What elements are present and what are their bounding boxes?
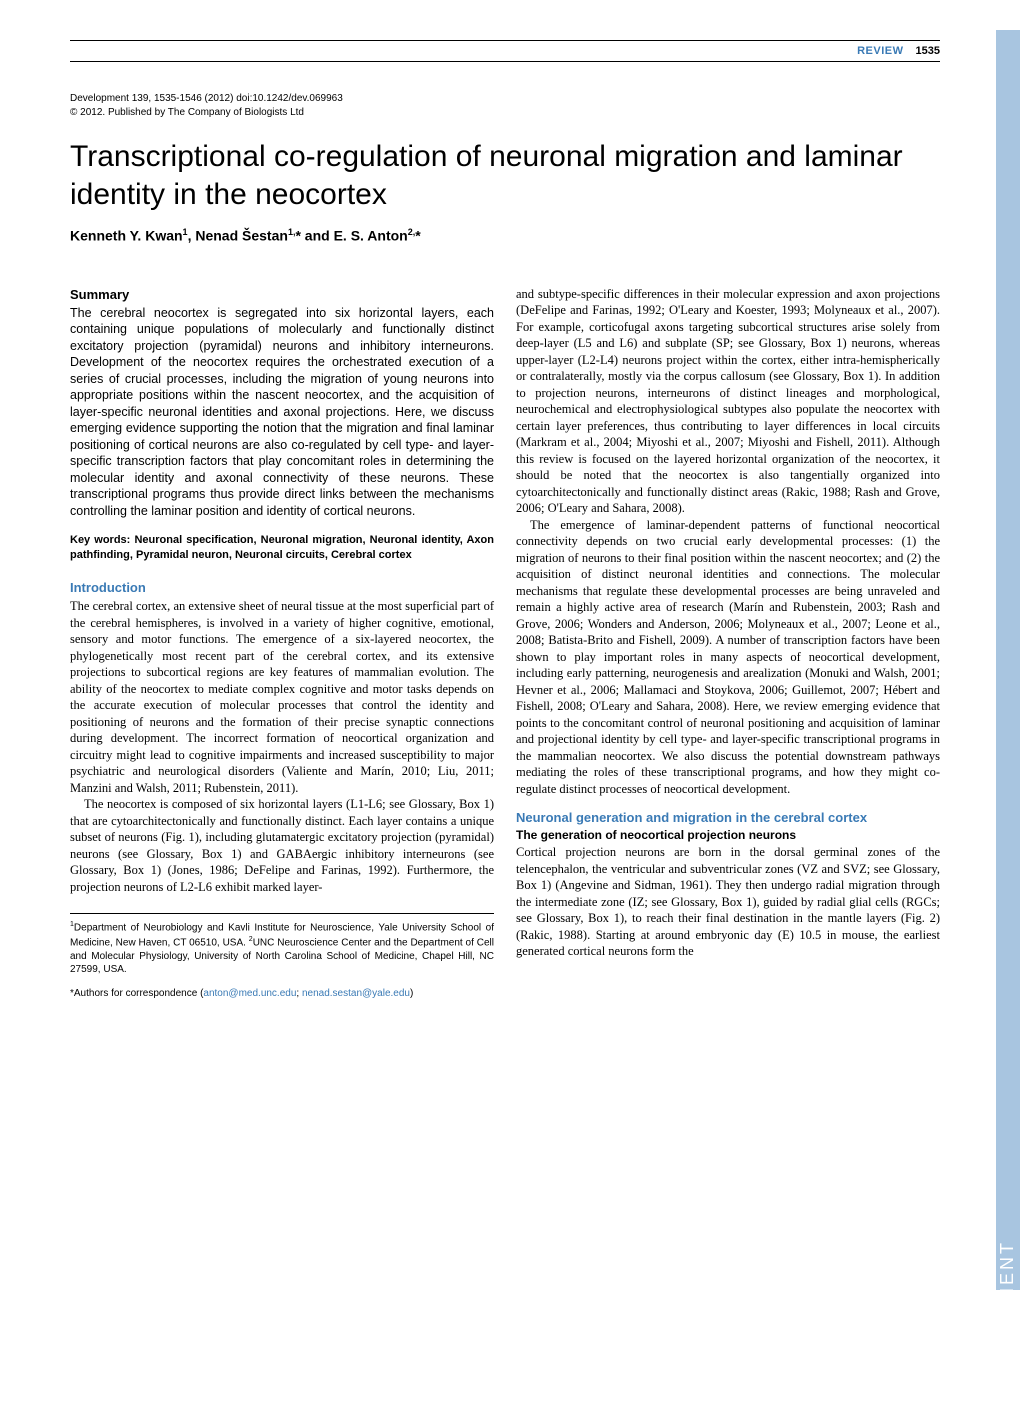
intro-para-2: The neocortex is composed of six horizon…: [70, 796, 494, 895]
keywords-label: Key words:: [70, 534, 130, 546]
summary-heading: Summary: [70, 286, 494, 303]
intro-para-1: The cerebral cortex, an extensive sheet …: [70, 598, 494, 796]
page-content: REVIEW 1535 Development 139, 1535-1546 (…: [0, 0, 1020, 1040]
correspondence-prefix: *Authors for correspondence (: [70, 988, 203, 999]
header-bar: REVIEW 1535: [70, 40, 940, 62]
side-tab-label: DEVELOPMENT: [997, 1240, 1018, 1409]
citation-line1: Development 139, 1535-1546 (2012) doi:10…: [70, 92, 940, 106]
introduction-heading: Introduction: [70, 579, 494, 596]
body-columns: Summary The cerebral neocortex is segreg…: [70, 286, 940, 1000]
left-column: Summary The cerebral neocortex is segreg…: [70, 286, 494, 1000]
email-link-1[interactable]: anton@med.unc.edu: [203, 988, 296, 999]
email-link-2[interactable]: nenad.sestan@yale.edu: [302, 988, 410, 999]
article-title: Transcriptional co-regulation of neurona…: [70, 138, 940, 213]
correspondence: *Authors for correspondence (anton@med.u…: [70, 987, 494, 1000]
citation-line2: © 2012. Published by The Company of Biol…: [70, 106, 940, 120]
section2-subheading: The generation of neocortical projection…: [516, 828, 940, 844]
summary-text: The cerebral neocortex is segregated int…: [70, 305, 494, 520]
section2-heading: Neuronal generation and migration in the…: [516, 809, 940, 826]
review-label: REVIEW: [857, 45, 903, 57]
page-number: 1535: [916, 45, 940, 57]
citation-block: Development 139, 1535-1546 (2012) doi:10…: [70, 92, 940, 120]
col2-para-1: and subtype-specific differences in thei…: [516, 286, 940, 517]
correspondence-suffix: ): [410, 988, 413, 999]
keywords-text: Neuronal specification, Neuronal migrati…: [70, 534, 494, 561]
keywords: Key words: Neuronal specification, Neuro…: [70, 533, 494, 563]
section2-para-1: Cortical projection neurons are born in …: [516, 844, 940, 960]
right-column: and subtype-specific differences in thei…: [516, 286, 940, 1000]
col2-para-2: The emergence of laminar-dependent patte…: [516, 517, 940, 798]
authors: Kenneth Y. Kwan1, Nenad Šestan1,* and E.…: [70, 227, 940, 244]
affiliations: 1Department of Neurobiology and Kavli In…: [70, 913, 494, 977]
